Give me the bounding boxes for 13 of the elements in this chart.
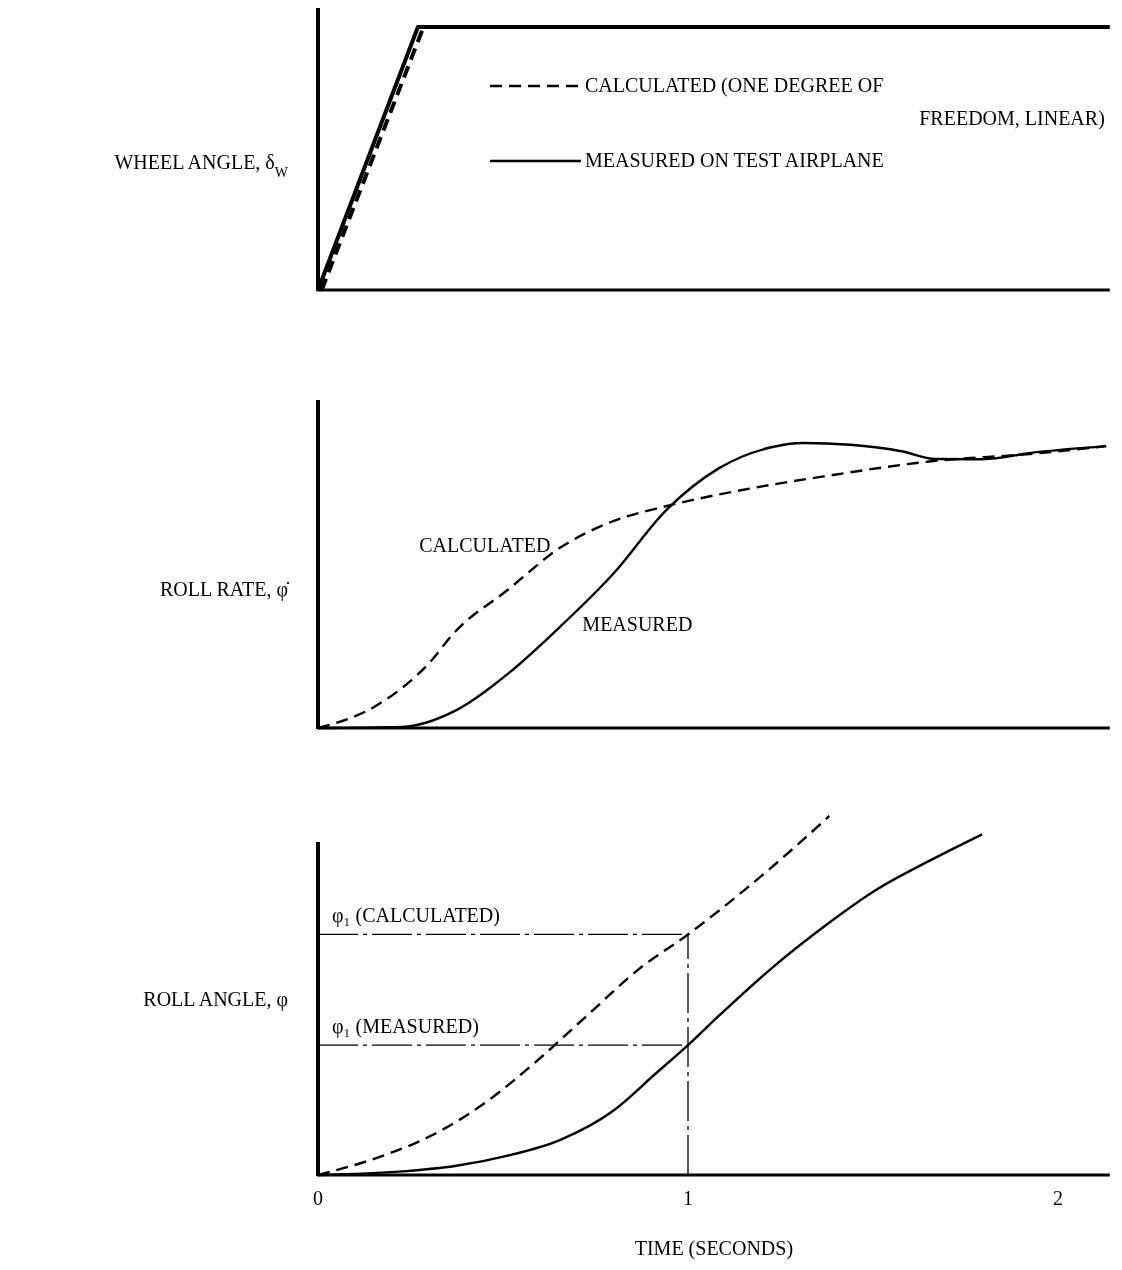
series-label: CALCULATED [419,533,551,556]
y-axis-title: ROLL ANGLE, φ [143,987,288,1011]
x-axis-title: TIME (SECONDS) [634,1237,794,1260]
y-axis-title: WHEEL ANGLE, δ$_{W}$ [114,150,289,179]
series-label: MEASURED [582,612,693,635]
legend-label: MEASURED ON TEST AIRPLANE [585,149,884,171]
x-tick-label: 1 [683,1187,693,1209]
x-tick-label: 2 [1053,1187,1063,1209]
x-tick-label: 0 [313,1187,323,1209]
text: CALCULATED (ONE DEGREE OF FREEDOM, LINEAR) [585,74,1105,129]
y-axis-title: ROLL RATE, φ̇ [159,577,290,601]
ref-line-label: φ₁ (MEASURED) [332,1015,479,1039]
ref-line-label: φ₁ (CALCULATED) [332,904,500,928]
